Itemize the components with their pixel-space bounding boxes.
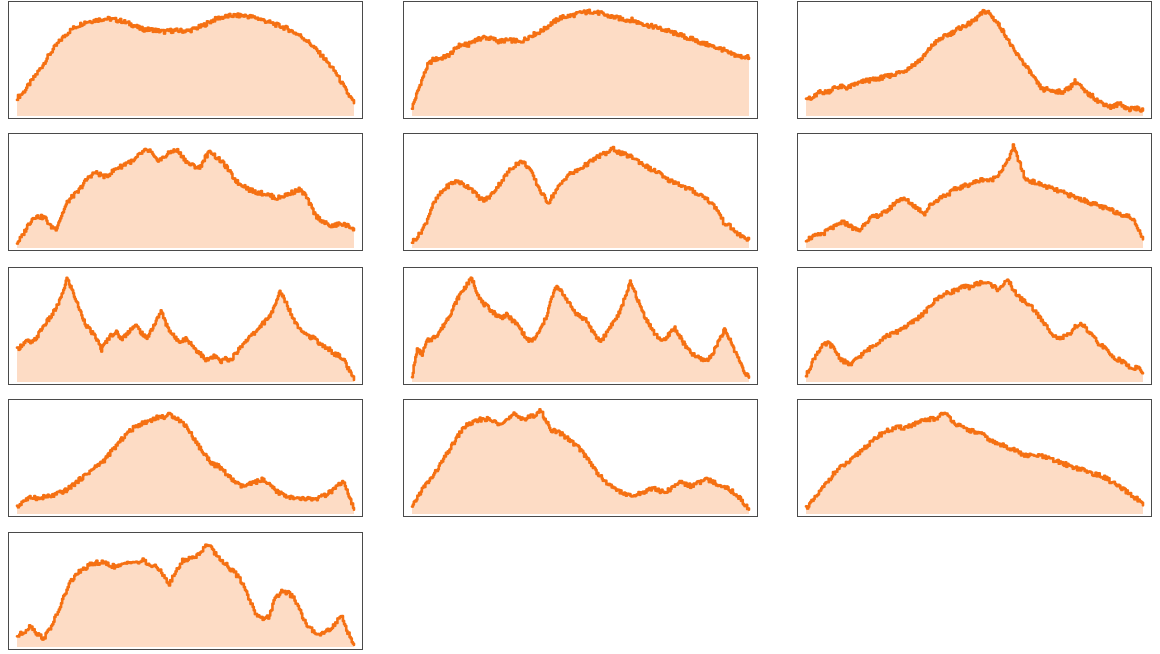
- series-line: [804, 411, 1145, 510]
- chart-panel: [797, 267, 1152, 385]
- area-fill: [17, 148, 354, 248]
- chart-panel: [8, 399, 363, 517]
- chart-plot: [804, 143, 1145, 248]
- chart-plot: [410, 407, 751, 514]
- chart-panel: [8, 133, 363, 251]
- area-fill: [806, 279, 1143, 382]
- chart-panel: [797, 133, 1152, 251]
- area-fill: [17, 413, 354, 514]
- series-line: [15, 276, 356, 382]
- chart-plot: [15, 147, 356, 248]
- chart-panel: [403, 133, 758, 251]
- chart-panel: [403, 1, 758, 119]
- series-line: [410, 8, 751, 111]
- series-line: [410, 145, 751, 245]
- series-line: [15, 147, 356, 245]
- series-line: [15, 12, 356, 105]
- area-fill: [412, 9, 749, 116]
- area-fill: [806, 10, 1143, 116]
- area-fill: [806, 412, 1143, 514]
- series-line: [410, 407, 751, 511]
- chart-panel: [797, 1, 1152, 119]
- series-line: [804, 8, 1145, 113]
- area-fill: [806, 144, 1143, 248]
- area-fill: [17, 277, 354, 382]
- chart-panel: [8, 267, 363, 385]
- series-line: [804, 278, 1145, 378]
- chart-plot: [410, 145, 751, 248]
- chart-plot: [410, 276, 751, 382]
- series-line: [15, 411, 356, 511]
- chart-plot: [804, 278, 1145, 382]
- chart-plot: [15, 276, 356, 382]
- series-line: [804, 143, 1145, 243]
- chart-panel: [403, 399, 758, 517]
- chart-plot: [15, 411, 356, 514]
- chart-plot: [15, 12, 356, 116]
- area-fill: [412, 147, 749, 248]
- area-fill: [412, 409, 749, 514]
- area-fill: [17, 544, 354, 647]
- series-line: [410, 276, 751, 379]
- area-fill: [412, 277, 749, 382]
- chart-plot: [15, 543, 356, 647]
- chart-plot: [804, 411, 1145, 514]
- chart-panel: [8, 532, 363, 650]
- chart-panel: [797, 399, 1152, 517]
- chart-panel: [8, 1, 363, 119]
- series-line: [15, 543, 356, 647]
- area-fill: [17, 13, 354, 116]
- chart-plot: [410, 8, 751, 116]
- chart-plot: [804, 8, 1145, 116]
- chart-panel: [403, 267, 758, 385]
